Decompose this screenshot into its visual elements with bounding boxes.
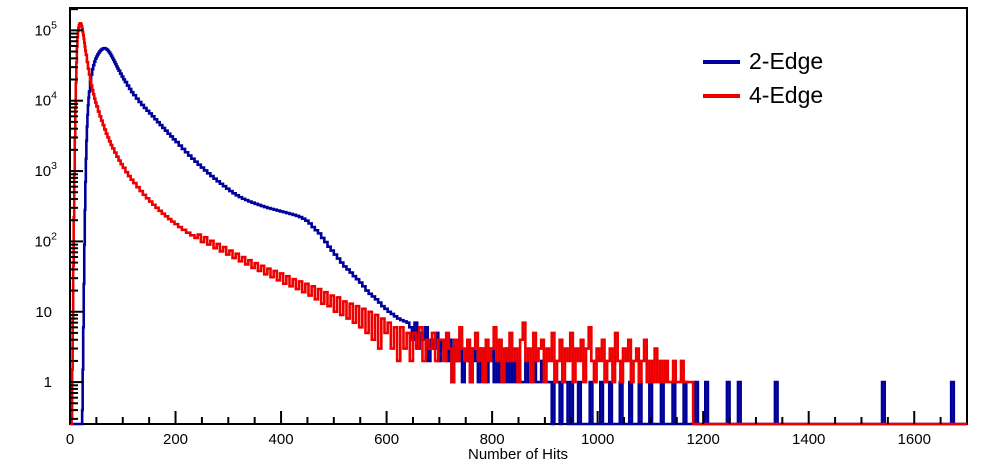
y-tick-label: 105 [34,19,57,39]
series-line-4-edge [70,21,967,426]
series-line-2-edge [70,46,967,426]
x-tick-label: 800 [480,431,505,448]
legend-item-4-edge: 4-Edge [703,82,823,109]
x-tick-label: 600 [374,431,399,448]
y-tick-label: 103 [34,160,57,180]
legend: 2-Edge 4-Edge [703,48,823,109]
x-tick-label: 0 [66,431,74,448]
legend-line-4-edge-icon [703,93,740,98]
legend-line-2-edge-icon [703,59,740,64]
x-tick-label: 200 [163,431,188,448]
y-tick-label: 104 [34,90,57,110]
x-tick-label: 400 [269,431,294,448]
x-tick-label: 1600 [898,431,931,448]
legend-label-2-edge: 2-Edge [749,48,824,74]
x-axis-title: Number of Hits [467,446,569,463]
legend-label-4-edge: 4-Edge [749,82,824,108]
y-tick-label: 10 [35,304,52,321]
y-tick-label: 1 [44,374,52,391]
legend-item-2-edge: 2-Edge [703,48,823,75]
x-tick-label: 1400 [792,431,825,448]
x-tick-label: 1000 [581,431,614,448]
x-tick-label: 1200 [686,431,719,448]
y-tick-label: 102 [34,230,57,250]
